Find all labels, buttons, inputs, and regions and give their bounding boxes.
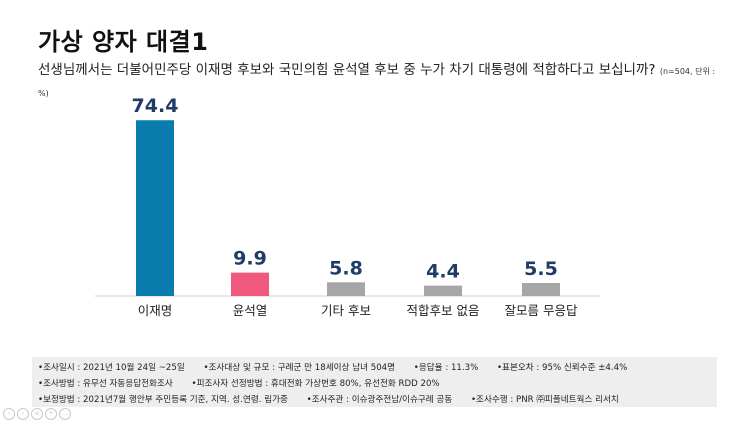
survey-question: 선생님께서는 더불어민주당 이재명 후보와 국민의힘 윤석열 후보 중 누가 차… [38,60,728,104]
info-item: •조사일시 : 2021년 10월 24일 ~25일 [38,363,185,373]
next-icon[interactable]: › [17,408,29,420]
info-item: •조사대상 및 규모 : 구례군 만 18세이상 남녀 504명 [203,363,396,373]
zoom-icon[interactable]: + [45,408,57,420]
info-item: •응답율 : 11.3% [413,363,479,373]
info-item: •조사방법 : 유무선 자동응답전화조사 [38,379,173,389]
category-label: 이재명 [138,303,173,318]
menu-icon[interactable]: ≡ [31,408,43,420]
info-item: •조사주관 : 이슈광주전남/이슈구례 공동 [306,395,453,405]
sample-note: (n=504, 단위 : %) [38,67,716,98]
info-row-3: •보정방법 : 2021년7월 행안부 주민등록 기준, 지역. 성.연령. 림… [38,393,635,405]
category-label: 적합후보 없음 [407,303,480,318]
info-item: •피조사자 선정방법 : 휴대전화 가상번호 80%, 유선전화 RDD 20% [191,379,440,389]
bar-value-label: 5.5 [524,258,558,280]
bar [327,282,365,296]
more-icon[interactable]: … [59,408,71,420]
bar [136,120,174,296]
info-item: •조사수행 : PNR ㈜피플네트웍스 리서치 [470,395,619,405]
bar [424,285,462,296]
bar-value-label: 74.4 [132,95,179,117]
bar-value-label: 4.4 [426,261,460,283]
survey-info-box: •조사일시 : 2021년 10월 24일 ~25일 •조사대상 및 규모 : … [32,357,717,407]
bar [231,272,269,296]
slide-title: 가상 양자 대결1 [38,28,209,56]
bar [522,283,560,296]
info-row-2: •조사방법 : 유무선 자동응답전화조사 •피조사자 선정방법 : 휴대전화 가… [38,377,456,389]
question-text: 선생님께서는 더불어민주당 이재명 후보와 국민의힘 윤석열 후보 중 누가 차… [38,62,656,78]
info-item: •보정방법 : 2021년7월 행안부 주민등록 기준, 지역. 성.연령. 림… [38,395,288,405]
slide-nav: ‹ › ≡ + … [3,408,71,420]
info-row-1: •조사일시 : 2021년 10월 24일 ~25일 •조사대상 및 규모 : … [38,361,643,373]
bar-value-label: 5.8 [329,257,363,279]
category-label: 잘모름 무응답 [505,303,578,318]
bar-chart: 74.4 이재명 9.9 윤석열 5.8 기타 후보 4.4 적합후보 없음 5.5 잘모름 무응… [95,95,600,318]
info-item: •표본오차 : 95% 신뢰수준 ±4.4% [496,363,628,373]
category-label: 윤석열 [233,303,268,318]
prev-icon[interactable]: ‹ [3,408,15,420]
bar-value-label: 9.9 [233,248,267,270]
category-label: 기타 후보 [321,303,371,318]
